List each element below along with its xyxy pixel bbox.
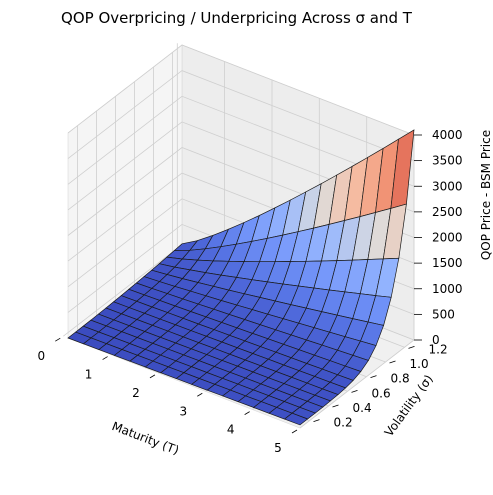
z-tick-label: 4000 — [432, 128, 463, 142]
x-tick-label: 5 — [274, 441, 282, 455]
x-tick — [197, 393, 202, 396]
y-tick — [409, 346, 415, 348]
x-tick-label: 1 — [85, 368, 93, 382]
y-tick — [352, 390, 358, 392]
z-tick-label: 3500 — [432, 154, 463, 168]
z-tick-label: 2000 — [432, 231, 463, 245]
x-tick-label: 4 — [227, 423, 235, 437]
x-tick — [150, 375, 155, 378]
z-tick-label: 1500 — [432, 256, 463, 270]
z-axis-label: QOP Price - BSM Price — [479, 130, 493, 260]
x-axis-label: Maturity (T) — [110, 419, 181, 457]
y-tick — [371, 376, 377, 378]
y-tick-label: 0.8 — [391, 372, 410, 386]
y-tick-label: 1.0 — [410, 357, 429, 371]
y-tick — [390, 361, 396, 363]
x-tick — [245, 412, 250, 415]
z-tick-label: 500 — [432, 307, 455, 321]
x-tick-label: 0 — [37, 349, 45, 363]
x-tick — [55, 338, 60, 341]
x-tick-label: 3 — [179, 404, 187, 418]
x-tick — [292, 430, 297, 433]
x-tick — [103, 357, 108, 360]
y-tick-label: 0.6 — [372, 386, 391, 400]
y-tick-label: 0.2 — [334, 416, 353, 430]
z-tick-label: 2500 — [432, 205, 463, 219]
y-tick — [333, 405, 339, 407]
z-tick-label: 1000 — [432, 282, 463, 296]
y-tick — [314, 420, 320, 422]
y-tick-label: 0.4 — [353, 401, 372, 415]
x-tick-label: 2 — [132, 386, 140, 400]
z-tick-label: 3000 — [432, 179, 463, 193]
z-tick-label: 0 — [432, 333, 440, 347]
